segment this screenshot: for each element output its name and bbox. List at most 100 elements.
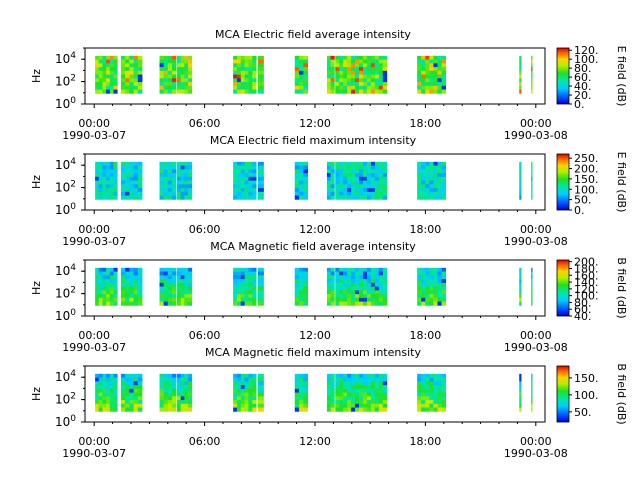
heatmap-cell [335, 282, 340, 287]
heatmap-cell [531, 59, 533, 64]
heatmap-cell [184, 385, 189, 390]
heatmap-cell [335, 74, 340, 79]
heatmap-cell [257, 279, 264, 284]
heatmap-cell [303, 195, 309, 200]
heatmap-cell [339, 297, 344, 302]
colorbar-tick-label: 50. [574, 194, 592, 207]
heatmap-cell [366, 392, 372, 397]
heatmap-cell [326, 169, 332, 174]
y-tick-label: 100 [55, 414, 76, 429]
heatmap-cell [129, 184, 134, 189]
heatmap-cell [180, 275, 185, 280]
heatmap-cell [429, 161, 434, 166]
heatmap-cell [159, 165, 165, 170]
heatmap-cell [129, 388, 134, 393]
heatmap-cell [236, 400, 242, 405]
heatmap-cell [248, 392, 253, 397]
heatmap-cell [303, 297, 309, 302]
heatmap-cell [257, 392, 264, 397]
heatmap-cell [421, 407, 426, 412]
heatmap-cell [129, 297, 134, 302]
heatmap-cell [102, 403, 107, 408]
heatmap-cell [355, 165, 360, 170]
heatmap-cell [184, 267, 189, 272]
heatmap-cell [374, 392, 380, 397]
heatmap-cell [347, 381, 352, 386]
heatmap-cell [240, 70, 246, 75]
heatmap-cell [425, 63, 430, 68]
heatmap-cell [252, 165, 257, 170]
heatmap-cell [125, 161, 130, 166]
heatmap-cell [335, 70, 340, 75]
heatmap-cell [347, 85, 352, 90]
heatmap-cell [98, 400, 103, 405]
heatmap-cell [120, 290, 126, 295]
heatmap-cell [330, 161, 335, 166]
heatmap-cell [120, 55, 126, 60]
heatmap-cell [188, 407, 193, 412]
heatmap-cell [355, 373, 360, 378]
heatmap-cell [180, 191, 185, 196]
heatmap-cell [184, 184, 189, 189]
heatmap-cell [429, 267, 434, 272]
heatmap-cell [382, 282, 388, 287]
heatmap-cell [429, 381, 434, 386]
heatmap-cell [159, 301, 165, 306]
heatmap-cell [374, 74, 380, 79]
heatmap-cell [233, 63, 238, 68]
heatmap-cell [177, 385, 182, 390]
heatmap-cell [355, 377, 360, 382]
heatmap-cell [248, 267, 253, 272]
heatmap-cell [184, 407, 189, 412]
heatmap-cell [159, 180, 165, 185]
heatmap-cell [257, 82, 264, 87]
heatmap-cell [326, 191, 332, 196]
heatmap-cell [252, 388, 257, 393]
heatmap-cell [421, 396, 426, 401]
heatmap-cell [129, 400, 134, 405]
heatmap-cell [519, 191, 522, 196]
heatmap-cell [171, 282, 177, 287]
heatmap-cell [236, 294, 242, 299]
heatmap-cell [531, 388, 533, 393]
heatmap-cell [236, 282, 242, 287]
heatmap-cell [531, 301, 533, 306]
heatmap-cell [299, 275, 304, 280]
heatmap-cell [98, 403, 103, 408]
heatmap-cell [366, 161, 372, 166]
heatmap-cell [109, 78, 114, 83]
heatmap-cell [519, 267, 522, 272]
heatmap-cell [335, 67, 340, 72]
heatmap-cell [339, 195, 344, 200]
heatmap-cell [339, 294, 344, 299]
heatmap-cell [109, 400, 114, 405]
heatmap-cell [109, 191, 114, 196]
heatmap-cell [378, 63, 384, 68]
heatmap-cell [382, 161, 388, 166]
heatmap-cell [248, 290, 253, 295]
heatmap-cell [236, 396, 242, 401]
heatmap-cell [240, 286, 246, 291]
heatmap-cell [355, 271, 360, 276]
heatmap-cell [330, 373, 335, 378]
heatmap-cell [355, 282, 360, 287]
colorbar [556, 365, 570, 423]
heatmap-cell [347, 392, 352, 397]
heatmap-cell [330, 74, 335, 79]
heatmap-cell [299, 301, 304, 306]
heatmap-cell [347, 290, 352, 295]
heatmap-cell [137, 286, 143, 291]
heatmap-cell [299, 63, 304, 68]
heatmap-cell [359, 85, 364, 90]
x-date-label: 1990-03-08 [504, 341, 568, 354]
heatmap-cell [355, 286, 360, 291]
heatmap-cell [159, 279, 165, 284]
heatmap-cell [362, 282, 368, 287]
heatmap-cell [355, 275, 360, 280]
heatmap-cell [244, 282, 249, 287]
heatmap-cell [339, 67, 344, 72]
heatmap-cell [339, 180, 344, 185]
heatmap-cell [351, 286, 356, 291]
heatmap-cell [257, 381, 264, 386]
